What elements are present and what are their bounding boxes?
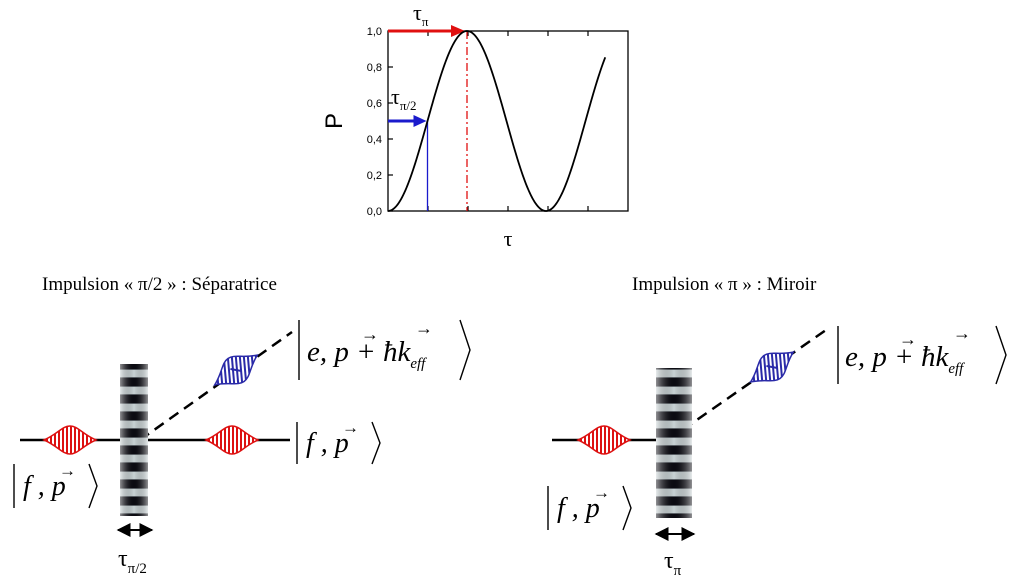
state-e-ket: e, p + ħkeff → →: [837, 323, 1007, 385]
input-wavepacket-icon: [576, 425, 632, 455]
svg-text:→: →: [899, 329, 917, 349]
svg-text:f , p: f , p: [557, 493, 600, 524]
transmitted-wavepacket-icon: [204, 425, 260, 455]
state-e-ket: e, p + ħkeff → →: [298, 318, 471, 381]
svg-text:→: →: [361, 324, 379, 344]
y-axis-label: P: [321, 113, 348, 129]
svg-text:f , p: f , p: [23, 471, 66, 502]
input-wavepacket-icon: [42, 425, 98, 455]
svg-text:→: →: [415, 318, 433, 338]
probability-curve: [387, 30, 607, 212]
mirror-panel: e, p + ħkeff → → f , p → τπ: [547, 323, 1007, 579]
state-f-ket-transmitted: f , p →: [296, 418, 381, 465]
y-tick-label: 0,4: [367, 134, 382, 146]
y-tick-label: 0,0: [367, 206, 382, 218]
svg-text:e, p + ħkeff: e, p + ħkeff: [845, 341, 965, 377]
y-tick-label: 1,0: [367, 26, 382, 38]
splitter-panel: e, p + ħkeff → → f , p → f , p → τπ/2: [13, 318, 471, 577]
laser-pulse-bar: [120, 364, 148, 516]
state-f-ket-input: f , p →: [547, 483, 632, 531]
tau-pi2-label: τπ/2: [391, 84, 417, 113]
svg-text:→: →: [593, 483, 610, 502]
svg-text:→: →: [342, 418, 359, 437]
splitter-caption: Impulsion « π/2 » : Séparatrice: [42, 274, 277, 295]
duration-tau-pi-label: τπ: [664, 548, 682, 579]
state-f-ket-input: f , p →: [13, 461, 98, 509]
y-axis-ticks: 0,0 0,2 0,4 0,6 0,8 1,0: [367, 26, 393, 218]
x-axis-ticks: [427, 31, 589, 211]
svg-text:→: →: [953, 323, 971, 343]
deflected-wavepacket-icon: [213, 353, 259, 387]
tau-pi-label: τπ: [413, 0, 429, 29]
tau-pi2-arrowhead: [413, 115, 427, 127]
mirror-caption: Impulsion « π » : Miroir: [632, 274, 817, 295]
rabi-oscillation-chart: 0,0 0,2 0,4 0,6 0,8 1,0 P τ τπ τπ/2: [321, 0, 629, 251]
duration-tau-pi2-label: τπ/2: [118, 546, 147, 577]
y-tick-label: 0,2: [367, 170, 382, 182]
svg-text:f , p: f , p: [306, 428, 349, 459]
deflected-beam-line: [667, 328, 827, 442]
y-tick-label: 0,8: [367, 62, 382, 74]
deflected-wavepacket-icon: [749, 350, 795, 384]
svg-text:→: →: [59, 461, 76, 480]
laser-pulse-bar: [656, 368, 692, 518]
x-axis-label: τ: [504, 226, 513, 251]
svg-text:e, p + ħkeff: e, p + ħkeff: [307, 336, 427, 372]
deflected-beam-line: [139, 330, 293, 442]
tau-pi-arrowhead: [451, 25, 465, 37]
y-tick-label: 0,6: [367, 98, 382, 110]
